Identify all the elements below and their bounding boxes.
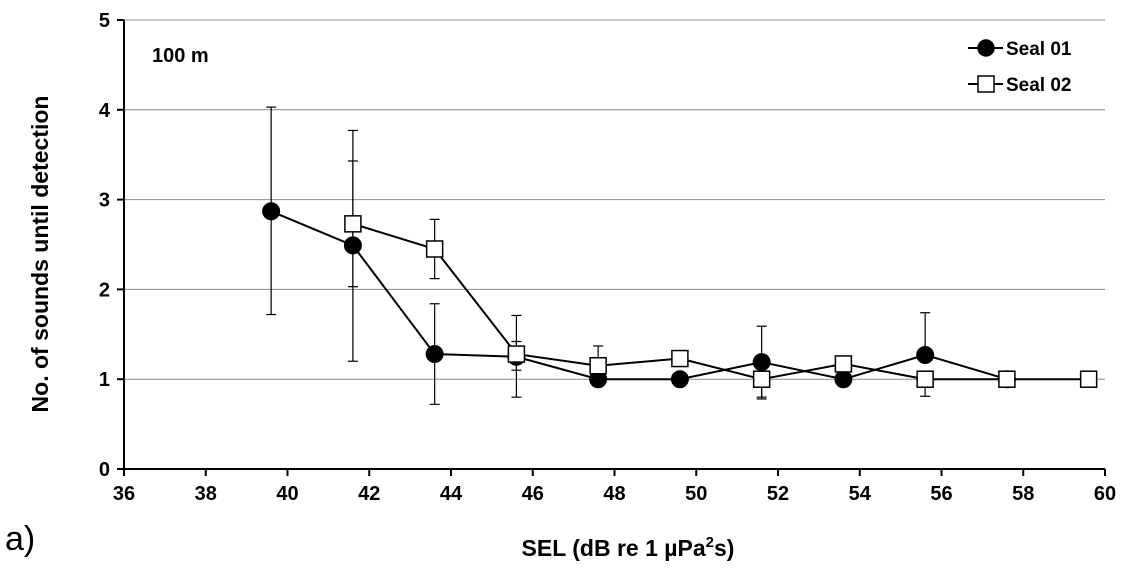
panel-label: a): [5, 520, 35, 558]
y-tick-label: 3: [99, 190, 110, 212]
data-point-seal-01: [425, 345, 444, 364]
legend-label-seal-02: Seal 02: [1006, 75, 1072, 96]
legend-marker-seal-01: [977, 39, 995, 57]
data-point-seal-01: [670, 370, 689, 389]
data-point-seal-02: [671, 349, 689, 368]
series-line-seal-02: [352, 222, 1089, 381]
data-point-seal-01: [834, 370, 853, 389]
x-tick-label: 56: [930, 483, 952, 505]
y-tick-label: 2: [99, 279, 110, 301]
x-axis-title: SEL (dB re 1 µPa2s): [522, 534, 735, 561]
data-point-seal-02: [589, 356, 607, 375]
data-point-seal-01: [343, 236, 362, 255]
series-line-seal-01: [270, 210, 1008, 381]
x-tick-label: 54: [849, 483, 872, 505]
x-tick-label: 42: [358, 483, 380, 505]
x-tick-label: 44: [440, 483, 463, 505]
legend: Seal 01 Seal 02: [968, 39, 1072, 96]
x-tick-label: 46: [522, 483, 544, 505]
data-point-seal-02: [752, 370, 771, 388]
data-point-seal-02: [998, 370, 1016, 388]
data-point-seal-02: [425, 240, 444, 258]
x-tick-label: 40: [276, 483, 298, 505]
tick-labels: 0 1 2 3 4 5 36 38 40 42 44 46 48 50 52 54 56 58 60: [99, 10, 1116, 505]
x-tick-label: 58: [1012, 483, 1034, 505]
y-tick-label: 1: [99, 369, 110, 391]
data-point-seal-02: [916, 370, 934, 388]
data-point-seal-02: [834, 355, 853, 373]
y-tick-label: 5: [99, 10, 110, 32]
x-tick-label: 52: [767, 483, 789, 505]
series-lines: [270, 210, 1089, 381]
x-tick-label: 48: [603, 483, 625, 505]
distance-annotation: 100 m: [152, 45, 209, 67]
y-tick-label: 4: [99, 100, 111, 122]
x-tick-label: 38: [195, 483, 217, 505]
legend-marker-seal-02: [977, 75, 995, 93]
data-point-seal-01: [752, 353, 771, 372]
data-point-seal-02: [507, 345, 526, 363]
data-point-seal-02: [344, 215, 362, 233]
data-point-seal-01: [916, 345, 935, 364]
data-point-seal-02: [1079, 370, 1098, 388]
y-tick-label: 0: [99, 459, 110, 481]
x-tick-label: 50: [685, 483, 707, 505]
x-tick-label: 60: [1094, 483, 1116, 505]
x-tick-label: 36: [113, 483, 135, 505]
legend-label-seal-01: Seal 01: [1006, 39, 1072, 60]
data-point-seal-01: [262, 202, 281, 221]
series-markers: [262, 202, 1098, 389]
y-axis-title: No. of sounds until detection: [27, 96, 53, 413]
